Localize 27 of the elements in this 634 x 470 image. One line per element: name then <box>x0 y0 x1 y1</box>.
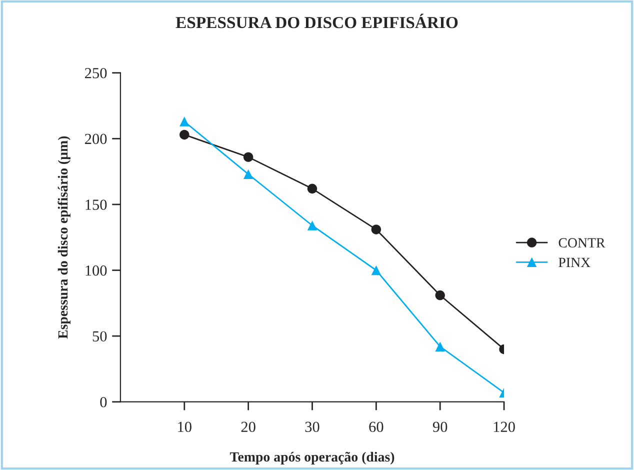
y-axis-title: Espessura do disco epifisário (µm) <box>58 136 70 339</box>
point <box>371 265 382 276</box>
point <box>307 220 318 230</box>
point <box>243 152 254 162</box>
chart-title: ESPESSURA DO DISCO EPIFISÁRIO <box>176 14 458 28</box>
y-tick-label: 50 <box>92 331 107 342</box>
y-tick-label: 150 <box>86 200 107 210</box>
x-tick-label: 20 <box>241 422 256 432</box>
y-tick-label: 0 <box>100 396 107 408</box>
point <box>435 342 445 352</box>
x-axis-title: Tempo após operação (dias) <box>230 452 394 464</box>
x-tick-label: 120 <box>494 422 515 432</box>
legend-label: PINX <box>558 258 590 267</box>
legend-label: CONTR <box>558 238 606 248</box>
x-tick-label: 60 <box>369 422 384 432</box>
point <box>307 184 318 194</box>
y-tick-label: 200 <box>85 134 107 144</box>
point <box>180 116 190 126</box>
point <box>243 169 254 180</box>
point <box>435 290 445 300</box>
x-tick-label: 90 <box>432 422 448 432</box>
y-tick-label: 250 <box>85 68 107 78</box>
point <box>180 130 190 140</box>
x-tick-label: 10 <box>178 422 192 432</box>
x-tick-label: 30 <box>305 422 320 432</box>
y-tick-label: 100 <box>86 265 107 276</box>
point <box>371 224 382 234</box>
